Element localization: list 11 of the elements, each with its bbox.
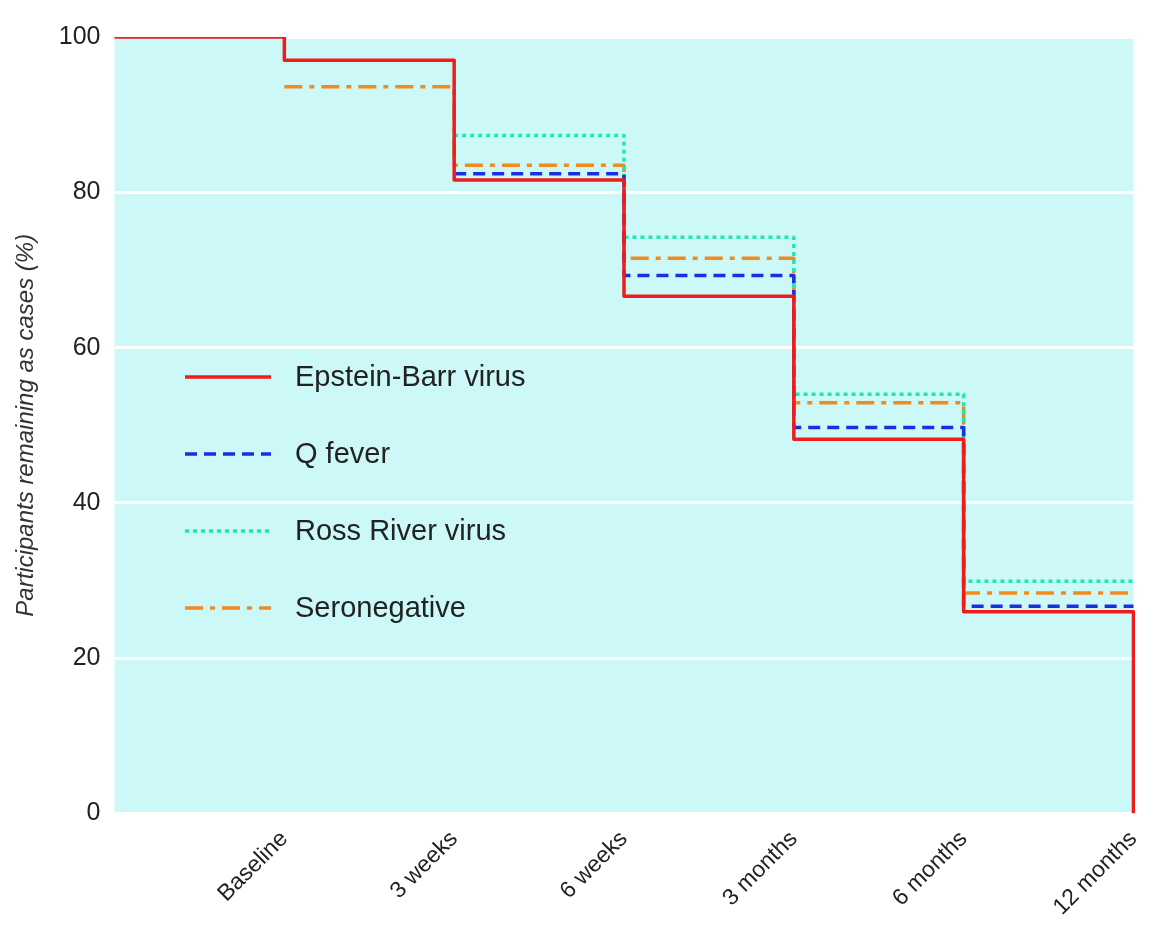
y-tick-label: 80 bbox=[72, 176, 101, 205]
legend-label: Q fever bbox=[295, 437, 391, 470]
y-axis-title: Participants remaining as cases (%) bbox=[11, 233, 39, 617]
y-tick-label: 0 bbox=[86, 797, 101, 826]
legend-label: Epstein-Barr virus bbox=[295, 360, 526, 393]
y-tick-label: 100 bbox=[58, 20, 101, 49]
y-tick-label: 40 bbox=[72, 486, 101, 515]
legend-label: Ross River virus bbox=[295, 514, 507, 547]
y-tick-label: 20 bbox=[72, 642, 101, 671]
legend-label: Seronegative bbox=[295, 591, 466, 624]
y-tick-label: 60 bbox=[72, 331, 101, 360]
